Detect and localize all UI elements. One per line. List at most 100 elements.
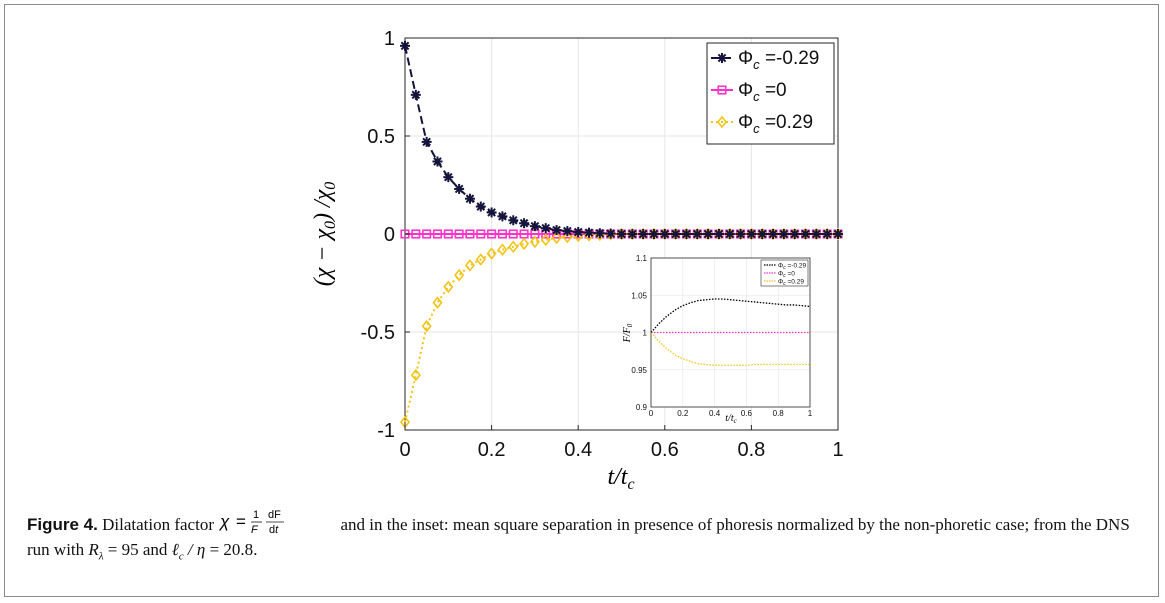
- data-point: [400, 40, 410, 51]
- data-point: [432, 156, 443, 167]
- data-point: [713, 229, 724, 239]
- inset-y-tick-label: 1.05: [631, 291, 647, 300]
- legend-label: Φc =0: [738, 80, 787, 104]
- lc-eta-formula: ℓc / η: [171, 540, 206, 563]
- data-point: [421, 319, 432, 333]
- caption-text-1: Dilatation factor: [97, 515, 219, 534]
- data-point: [584, 227, 595, 238]
- y-tick-label: 1: [384, 28, 395, 50]
- legend-marker: [717, 53, 727, 63]
- data-point: [627, 229, 638, 239]
- data-point: [454, 229, 464, 239]
- legend-label: Φc =0.29: [738, 112, 813, 136]
- inset-x-tick-label: 0.2: [677, 409, 689, 418]
- data-point: [551, 231, 562, 245]
- svg-text:dF: dF: [268, 509, 281, 521]
- svg-text:=: =: [236, 512, 246, 531]
- data-point: [475, 253, 486, 266]
- data-point: [487, 229, 497, 239]
- data-point: [746, 229, 757, 239]
- main-y-axis-label: (χ − χ0) /χ0: [310, 182, 339, 287]
- data-point: [475, 201, 486, 212]
- data-point: [476, 229, 486, 239]
- caption-text-2: and in the inset: mean square separation…: [27, 515, 1130, 560]
- data-point: [605, 228, 616, 239]
- inset-y-tick-label: 0.95: [631, 366, 647, 375]
- x-tick-label: 0.6: [651, 439, 679, 461]
- data-point: [497, 229, 507, 239]
- data-point: [497, 211, 508, 222]
- data-point: [508, 240, 519, 254]
- inset-x-axis-label: t/tc: [725, 413, 737, 425]
- caption-text-3: and: [138, 540, 172, 560]
- r-lambda-value: = 95: [103, 540, 139, 560]
- svg-text:dt: dt: [269, 524, 279, 536]
- data-point: [410, 368, 421, 382]
- data-point: [508, 229, 518, 239]
- figure-frame: [4, 4, 1159, 597]
- inset-y-tick-label: 1: [643, 329, 648, 338]
- data-point: [573, 227, 584, 238]
- y-tick-label: -0.5: [361, 322, 395, 344]
- y-tick-label: -1: [377, 420, 395, 442]
- legend-marker: [716, 115, 728, 129]
- data-point: [616, 229, 627, 239]
- data-point: [800, 229, 811, 239]
- x-tick-label: 0.2: [478, 439, 506, 461]
- svg-text:χ: χ: [218, 512, 230, 531]
- main-x-axis-label: t/tc: [607, 464, 634, 493]
- data-point: [443, 229, 453, 239]
- r-lambda-formula: Rλ: [88, 540, 104, 563]
- x-tick-label: 0.4: [564, 439, 592, 461]
- data-point: [454, 268, 465, 282]
- inset-legend-label: Φc =-0.29: [778, 263, 806, 272]
- inset-y-tick-label: 0.9: [636, 403, 648, 412]
- data-point: [519, 237, 530, 251]
- data-point: [703, 229, 714, 239]
- data-point: [508, 215, 519, 226]
- data-point: [833, 229, 843, 239]
- data-point: [681, 229, 692, 239]
- legend-marker: [717, 85, 727, 95]
- inset-series-line: [650, 298, 811, 333]
- inset-series-line: [650, 332, 810, 366]
- data-point: [497, 243, 508, 256]
- lc-eta-value: = 20.8: [205, 540, 254, 560]
- svg-text:F: F: [251, 524, 259, 536]
- x-tick-label: 0: [399, 439, 410, 461]
- data-point: [811, 229, 822, 239]
- inset-legend-label: Φc =0: [778, 271, 795, 280]
- data-point: [410, 89, 421, 100]
- inset-y-axis-label: F/F0: [622, 323, 634, 343]
- data-point: [822, 229, 833, 239]
- data-point: [659, 229, 670, 239]
- inset-x-tick-label: 0.4: [709, 409, 721, 418]
- data-point: [789, 229, 800, 239]
- caption-text-4: .: [253, 540, 258, 560]
- y-tick-label: 0: [384, 224, 395, 246]
- data-point: [411, 229, 421, 239]
- caption-label: Figure 4.: [27, 515, 98, 534]
- data-point: [432, 296, 443, 309]
- data-point: [670, 229, 681, 239]
- data-point: [768, 229, 779, 239]
- data-point: [735, 229, 746, 239]
- data-point: [422, 229, 432, 239]
- data-point: [778, 229, 789, 239]
- data-point: [443, 172, 454, 183]
- main-chart: 0 0.2 0.4 0.6 0.8 1 1 0.5 0 -0.5 -1 t/tc (χ − χ0) …: [310, 28, 844, 493]
- data-point: [638, 229, 649, 239]
- main-legend: Φc =-0.29 Φc =0 Φc =0.29: [706, 42, 835, 145]
- x-tick-label: 1: [832, 439, 843, 461]
- data-point: [648, 229, 659, 239]
- data-point: [562, 226, 573, 237]
- legend-label: Φc =-0.29: [738, 48, 819, 72]
- inset-legend-label: Φc =0.29: [778, 279, 804, 288]
- data-point: [724, 229, 735, 239]
- inset-x-tick-label: 0.6: [741, 409, 753, 418]
- data-point: [692, 229, 703, 239]
- data-point: [529, 221, 540, 232]
- data-point: [540, 223, 551, 234]
- data-point: [519, 218, 530, 229]
